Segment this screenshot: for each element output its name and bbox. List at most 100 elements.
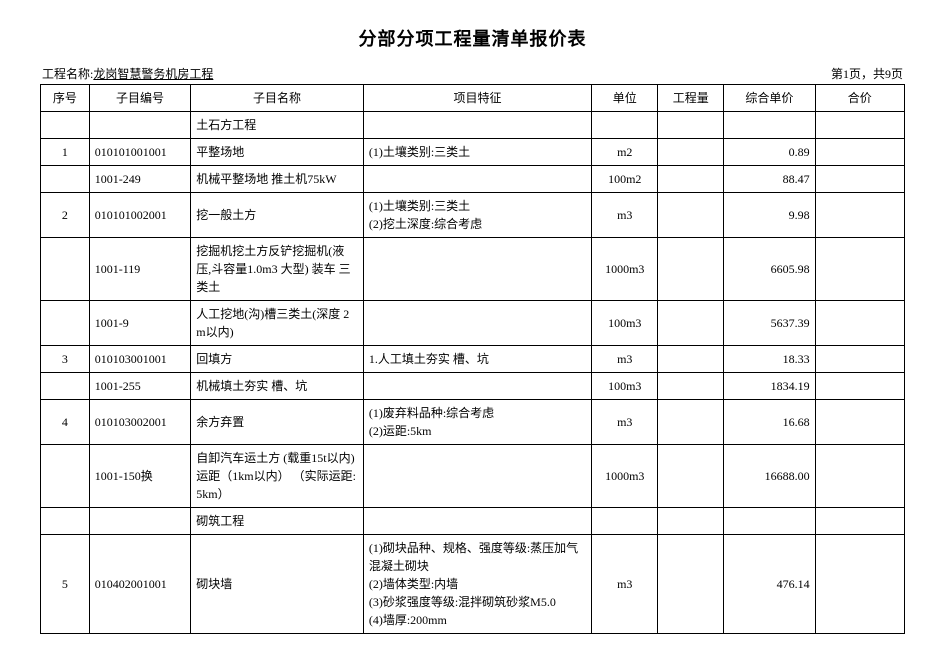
cell-price: 16688.00 [724, 445, 815, 508]
table-row: 1001-119挖掘机挖土方反铲挖掘机(液压,斗容量1.0m3 大型) 装车 三… [41, 238, 905, 301]
cell-total [815, 373, 904, 400]
table-row: 1001-255机械填土夯实 槽、坑100m31834.19 [41, 373, 905, 400]
cell-seq [41, 112, 90, 139]
cell-total [815, 445, 904, 508]
cell-price: 16.68 [724, 400, 815, 445]
cell-price: 476.14 [724, 535, 815, 634]
table-body: 土石方工程1010101001001平整场地(1)土壤类别:三类土m20.891… [41, 112, 905, 634]
page-title: 分部分项工程量清单报价表 [40, 25, 905, 51]
project-name: 龙岗智慧警务机房工程 [93, 67, 213, 81]
cell-total [815, 400, 904, 445]
cell-qty [658, 166, 724, 193]
cell-feat [363, 166, 591, 193]
cell-seq: 4 [41, 400, 90, 445]
cell-seq: 5 [41, 535, 90, 634]
cell-total [815, 166, 904, 193]
cell-qty [658, 112, 724, 139]
cell-unit: m3 [592, 535, 658, 634]
cell-total [815, 112, 904, 139]
cell-name: 回填方 [191, 346, 364, 373]
cell-price: 18.33 [724, 346, 815, 373]
cell-qty [658, 373, 724, 400]
cell-seq: 2 [41, 193, 90, 238]
project-info: 工程名称:龙岗智慧警务机房工程 [42, 65, 213, 82]
col-seq: 序号 [41, 85, 90, 112]
cell-seq [41, 166, 90, 193]
cell-code: 1001-119 [89, 238, 191, 301]
cell-feat [363, 373, 591, 400]
cell-qty [658, 193, 724, 238]
cell-qty [658, 445, 724, 508]
cell-unit: m3 [592, 346, 658, 373]
cell-price: 9.98 [724, 193, 815, 238]
project-label: 工程名称: [42, 67, 93, 81]
cell-total [815, 508, 904, 535]
cell-seq [41, 373, 90, 400]
cell-total [815, 535, 904, 634]
cell-name: 挖掘机挖土方反铲挖掘机(液压,斗容量1.0m3 大型) 装车 三类土 [191, 238, 364, 301]
cell-qty [658, 238, 724, 301]
table-row: 1001-9人工挖地(沟)槽三类土(深度 2m以内) 100m3 5637.39 [41, 301, 905, 346]
cell-code [89, 112, 191, 139]
cell-code: 010101001001 [89, 139, 191, 166]
cell-feat [363, 112, 591, 139]
header-row: 工程名称:龙岗智慧警务机房工程 第1页，共9页 [40, 65, 905, 82]
cell-feat: (1)土壤类别:三类土(2)挖土深度:综合考虑 [363, 193, 591, 238]
col-feat: 项目特征 [363, 85, 591, 112]
table-header-row: 序号 子目编号 子目名称 项目特征 单位 工程量 综合单价 合价 [41, 85, 905, 112]
cell-code: 010402001001 [89, 535, 191, 634]
cell-qty [658, 139, 724, 166]
cell-price: 5637.39 [724, 301, 815, 346]
table-row: 3010103001001回填方1.人工填土夯实 槽、坑m318.33 [41, 346, 905, 373]
cell-unit: 100m3 [592, 373, 658, 400]
cell-qty [658, 508, 724, 535]
cell-name: 机械平整场地 推土机75kW [191, 166, 364, 193]
page-info: 第1页，共9页 [831, 65, 903, 82]
cell-unit: 100m2 [592, 166, 658, 193]
table-row: 1010101001001平整场地(1)土壤类别:三类土m20.89 [41, 139, 905, 166]
cell-code: 010103001001 [89, 346, 191, 373]
cell-total [815, 346, 904, 373]
table-row: 土石方工程 [41, 112, 905, 139]
cell-unit: 100m3 [592, 301, 658, 346]
cell-unit: m2 [592, 139, 658, 166]
cell-feat: 1.人工填土夯实 槽、坑 [363, 346, 591, 373]
cell-code: 1001-150换 [89, 445, 191, 508]
cell-feat: (1)土壤类别:三类土 [363, 139, 591, 166]
cell-name: 砌筑工程 [191, 508, 364, 535]
table-row: 砌筑工程 [41, 508, 905, 535]
cell-name: 人工挖地(沟)槽三类土(深度 2m以内) [191, 301, 364, 346]
cell-seq [41, 238, 90, 301]
table-row: 1001-150换自卸汽车运土方 (载重15t以内) 运距（1km以内） （实际… [41, 445, 905, 508]
cell-unit [592, 508, 658, 535]
cell-price [724, 112, 815, 139]
col-name: 子目名称 [191, 85, 364, 112]
cell-unit [592, 112, 658, 139]
cell-qty [658, 346, 724, 373]
table-row: 4010103002001余方弃置(1)废弃料品种:综合考虑(2)运距:5kmm… [41, 400, 905, 445]
cell-price: 0.89 [724, 139, 815, 166]
cell-code: 010103002001 [89, 400, 191, 445]
cell-unit: m3 [592, 193, 658, 238]
cell-total [815, 193, 904, 238]
cell-feat [363, 238, 591, 301]
cell-price: 88.47 [724, 166, 815, 193]
col-qty: 工程量 [658, 85, 724, 112]
cell-seq [41, 445, 90, 508]
cell-qty [658, 400, 724, 445]
cell-price: 1834.19 [724, 373, 815, 400]
cell-qty [658, 535, 724, 634]
cell-code: 1001-249 [89, 166, 191, 193]
cell-name: 机械填土夯实 槽、坑 [191, 373, 364, 400]
col-unit: 单位 [592, 85, 658, 112]
cell-price: 6605.98 [724, 238, 815, 301]
cell-price [724, 508, 815, 535]
col-code: 子目编号 [89, 85, 191, 112]
cell-total [815, 139, 904, 166]
cell-unit: 1000m3 [592, 445, 658, 508]
cell-total [815, 238, 904, 301]
cell-name: 自卸汽车运土方 (载重15t以内) 运距（1km以内） （实际运距:5km） [191, 445, 364, 508]
cell-code: 1001-9 [89, 301, 191, 346]
col-price: 综合单价 [724, 85, 815, 112]
cell-feat: (1)砌块品种、规格、强度等级:蒸压加气混凝土砌块(2)墙体类型:内墙(3)砂浆… [363, 535, 591, 634]
